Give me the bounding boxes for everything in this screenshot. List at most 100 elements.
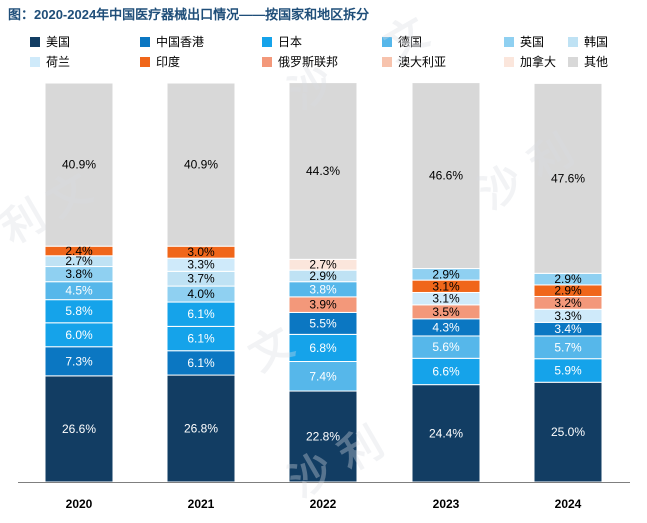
data-label: 5.6% xyxy=(432,340,460,354)
bar-segment xyxy=(166,350,236,376)
legend-label: 澳大利亚 xyxy=(398,55,447,69)
data-label: 3.8% xyxy=(65,267,93,281)
legend-item: 加拿大 xyxy=(504,53,556,70)
chart-title: 图：2020-2024年中国医疗器械出口情况——按国家和地区拆分 xyxy=(8,7,370,22)
data-label: 40.9% xyxy=(62,158,96,172)
legend-swatch xyxy=(504,56,514,67)
legend-label: 荷兰 xyxy=(46,55,71,69)
data-label: 47.6% xyxy=(551,171,585,185)
bar-segment xyxy=(288,361,358,392)
data-label: 2.9% xyxy=(554,284,582,298)
bar-segment xyxy=(411,82,481,270)
data-label: 25.0% xyxy=(551,425,585,439)
legend-swatch xyxy=(140,36,150,47)
bar-segment xyxy=(411,357,481,386)
x-tick-label: 2021 xyxy=(188,497,215,511)
data-label: 3.7% xyxy=(187,272,215,286)
legend: 美国 中国香港 日本 德国 英国 韩国荷兰 印度 俄罗斯联邦 澳大利亚 加拿大 其他 xyxy=(0,0,647,80)
data-label: 2.4% xyxy=(65,244,93,258)
data-label: 3.2% xyxy=(554,296,582,310)
data-label: 2.9% xyxy=(432,267,460,281)
legend-item: 韩国 xyxy=(568,33,608,50)
legend-item: 其他 xyxy=(568,53,608,70)
data-label: 2.9% xyxy=(309,269,337,283)
legend-label: 韩国 xyxy=(584,35,609,49)
legend-swatch xyxy=(504,36,514,47)
x-tick-label: 2022 xyxy=(310,497,337,511)
legend-label: 加拿大 xyxy=(520,55,557,69)
legend-swatch xyxy=(568,36,578,47)
data-label: 26.6% xyxy=(62,422,96,436)
legend-label: 日本 xyxy=(278,35,303,49)
data-label: 5.8% xyxy=(65,304,93,318)
data-label: 46.6% xyxy=(429,169,463,183)
data-label: 3.3% xyxy=(554,309,582,323)
data-label: 4.0% xyxy=(187,287,215,301)
legend-label: 中国香港 xyxy=(156,35,205,49)
legend-item: 英国 xyxy=(504,33,544,50)
data-label: 40.9% xyxy=(184,158,218,172)
bar-segment xyxy=(411,384,481,483)
data-label: 7.3% xyxy=(65,354,93,368)
x-tick-label: 2020 xyxy=(66,497,93,511)
legend-swatch xyxy=(382,36,392,47)
data-label: 6.0% xyxy=(65,328,93,342)
data-label: 4.3% xyxy=(432,320,460,334)
data-label: 5.9% xyxy=(554,363,582,377)
legend-item: 日本 xyxy=(262,33,302,50)
data-label: 3.3% xyxy=(187,258,215,272)
legend-label: 印度 xyxy=(156,55,181,69)
legend-swatch xyxy=(382,56,392,67)
bar-segment xyxy=(166,301,236,327)
bar-segment xyxy=(288,82,358,260)
legend-label: 美国 xyxy=(46,35,71,49)
bar-segment xyxy=(166,374,236,483)
legend-item: 澳大利亚 xyxy=(382,53,446,70)
data-label: 6.8% xyxy=(309,341,337,355)
data-label: 24.4% xyxy=(429,426,463,440)
legend-swatch xyxy=(262,36,272,47)
legend-item: 荷兰 xyxy=(30,53,70,70)
legend-label: 俄罗斯联邦 xyxy=(278,55,339,69)
bar-segment xyxy=(166,325,236,352)
bar-segment xyxy=(533,82,603,274)
legend-label: 英国 xyxy=(520,35,545,49)
bar-segment xyxy=(44,346,114,377)
legend-swatch xyxy=(568,56,578,67)
legend-label: 德国 xyxy=(398,35,423,49)
legend-label: 其他 xyxy=(584,55,609,69)
x-tick-label: 2023 xyxy=(433,497,460,511)
data-label: 2.9% xyxy=(554,272,582,286)
bar-segment xyxy=(44,375,114,483)
data-label: 4.5% xyxy=(65,284,93,298)
data-label: 3.0% xyxy=(187,245,215,259)
legend-item: 俄罗斯联邦 xyxy=(262,53,338,70)
data-label: 6.6% xyxy=(432,364,460,378)
bar-segment xyxy=(44,82,114,247)
data-label: 6.1% xyxy=(187,332,215,346)
legend-item: 中国香港 xyxy=(140,33,204,50)
legend-swatch xyxy=(30,36,40,47)
legend-item: 印度 xyxy=(140,53,180,70)
data-label: 22.8% xyxy=(306,430,340,444)
data-label: 3.4% xyxy=(554,322,582,336)
legend-swatch xyxy=(140,56,150,67)
data-label: 3.5% xyxy=(432,305,460,319)
data-label: 3.8% xyxy=(309,282,337,296)
data-label: 26.8% xyxy=(184,422,218,436)
data-label: 3.1% xyxy=(432,279,460,293)
data-label: 44.3% xyxy=(306,164,340,178)
bar-segment xyxy=(533,381,603,483)
data-label: 5.7% xyxy=(554,340,582,354)
bar-segment xyxy=(166,82,236,247)
legend-item: 德国 xyxy=(382,33,422,50)
data-label: 7.4% xyxy=(309,369,337,383)
legend-swatch xyxy=(30,56,40,67)
data-label: 2.7% xyxy=(309,258,337,272)
data-label: 2.7% xyxy=(65,254,93,268)
data-label: 6.1% xyxy=(187,356,215,370)
data-label: 3.9% xyxy=(309,298,337,312)
legend-swatch xyxy=(262,56,272,67)
data-label: 6.1% xyxy=(187,307,215,321)
